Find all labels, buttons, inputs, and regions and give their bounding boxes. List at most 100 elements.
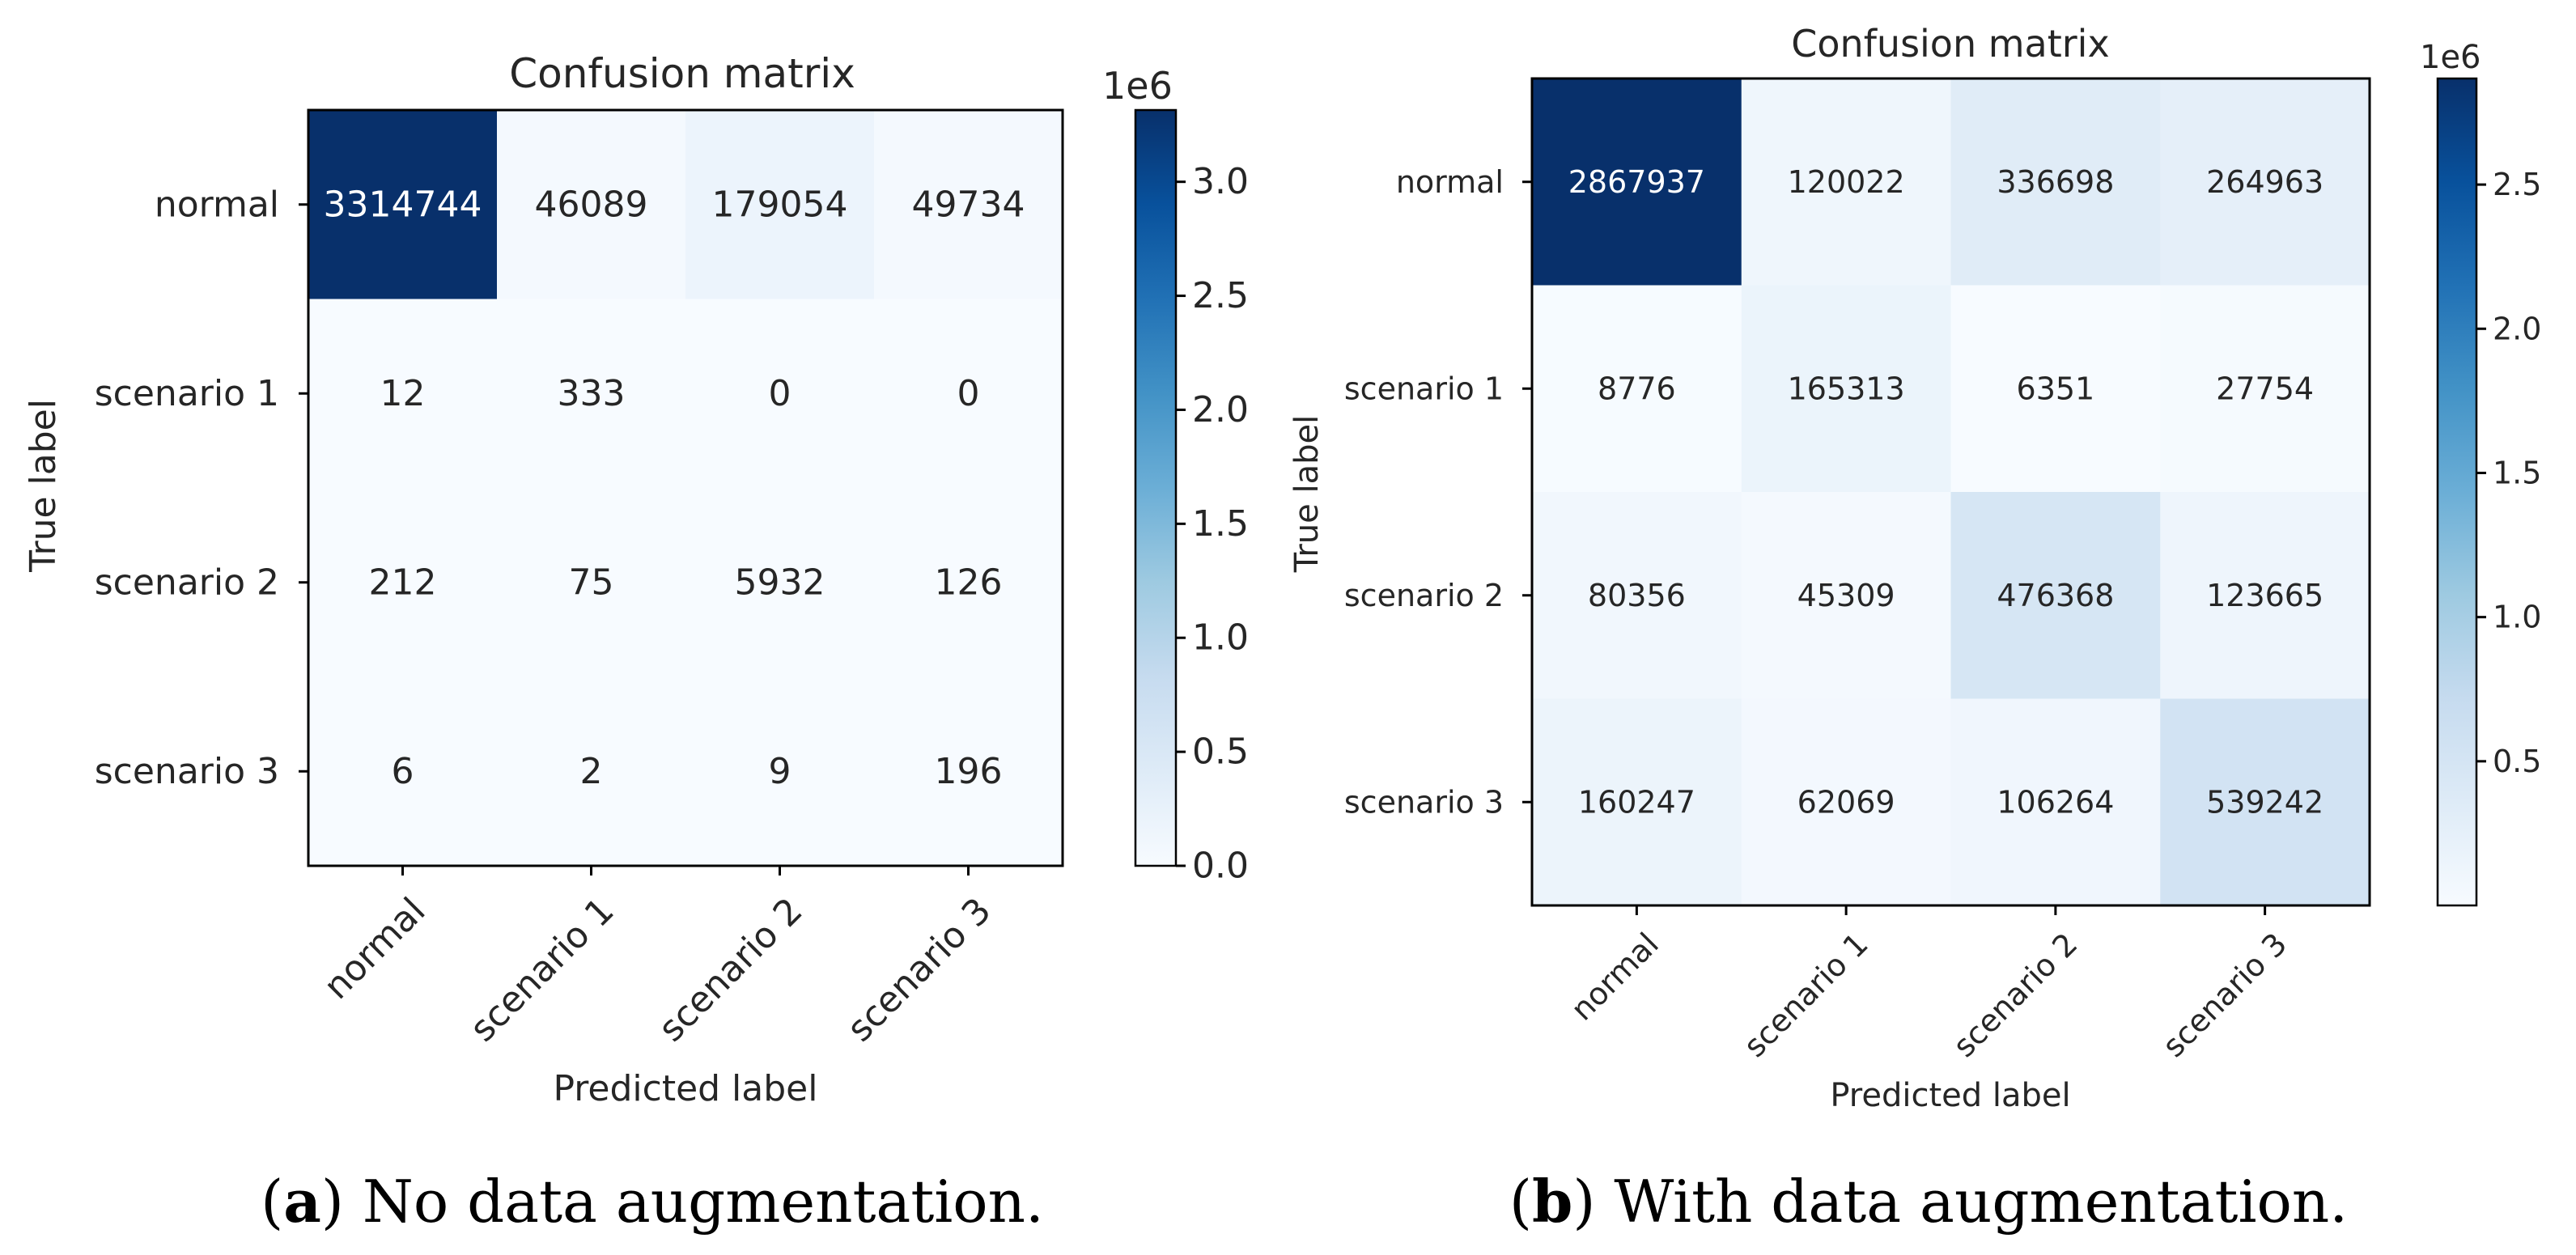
heatmap-cell (308, 676, 498, 867)
cell-value-label: 160247 (1578, 784, 1695, 820)
x-tick-label: scenario 1 (1737, 926, 1875, 1064)
chart-title: Confusion matrix (509, 50, 855, 97)
cell-value-label: 75 (569, 562, 614, 603)
x-tick-label: normal (1564, 926, 1666, 1027)
heatmap-cell (685, 676, 875, 867)
y-axis-label: True label (1288, 415, 1326, 573)
heatmap-cell (2160, 285, 2370, 493)
heatmap-cell (308, 299, 498, 489)
x-tick-label: scenario 1 (462, 890, 622, 1049)
heatmap-cell (874, 299, 1063, 489)
cell-value-label: 179054 (712, 184, 848, 225)
cell-value-label: 27754 (2216, 371, 2314, 406)
heatmap-cell (1741, 285, 1952, 493)
cell-value-label: 0 (957, 373, 980, 414)
heatmap-cell (1532, 492, 1742, 700)
confusion-matrix-panel-b: Confusion matrix 2867937 120022 336698 2649… (1288, 22, 2541, 1236)
cell-value-label: 539242 (2206, 784, 2323, 820)
heatmap-cell (874, 110, 1063, 300)
heatmap-cell (497, 676, 686, 867)
cell-value-label: 6 (392, 751, 414, 792)
y-axis-label: True label (23, 399, 64, 573)
cell-value-label: 46089 (535, 184, 648, 225)
x-tick-label: normal (316, 890, 433, 1007)
heatmap-cell (685, 299, 875, 489)
heatmap-cell (1741, 492, 1952, 700)
heatmap-cell (1950, 698, 2161, 906)
cell-value-label: 49734 (912, 184, 1025, 225)
cell-value-label: 333 (558, 373, 626, 414)
heatmap-cell (874, 488, 1063, 678)
cell-value-label: 9 (769, 751, 791, 792)
x-tick-label: scenario 3 (2156, 926, 2294, 1064)
colorbar: 0.0 0.5 1.0 1.5 2.0 2.5 3.0 1e6 (1102, 64, 1249, 887)
colorbar-tick-label: 3.0 (1192, 161, 1249, 202)
cell-value-label: 0 (769, 373, 791, 414)
heatmap-cell (874, 676, 1063, 867)
cell-value-label: 126 (935, 562, 1003, 603)
caption: (b) With data augmentation. (1509, 1167, 2348, 1236)
cell-value-label: 6351 (2017, 371, 2095, 406)
heatmap-cell (308, 110, 498, 300)
cell-value-label: 336698 (1997, 164, 2114, 200)
cell-value-label: 12 (380, 373, 426, 414)
caption-letter: b (1532, 1167, 1572, 1236)
heatmap-cell (497, 488, 686, 678)
caption: (a) No data augmentation. (261, 1167, 1044, 1236)
cell-value-label: 196 (935, 751, 1003, 792)
y-tick-label: normal (1396, 164, 1504, 200)
heatmap-grid: 2867937 120022 336698 264963 8776 165313 6351 2… (1532, 78, 2370, 906)
cell-value-label: 5932 (735, 562, 825, 603)
caption-text: No data augmentation. (363, 1168, 1044, 1236)
heatmap-cell (1741, 78, 1952, 286)
y-tick-label: scenario 1 (95, 373, 279, 414)
heatmap-cell (685, 110, 875, 300)
cell-value-label: 62069 (1797, 784, 1895, 820)
heatmap-cell (2160, 698, 2370, 906)
colorbar-tick-label: 2.0 (1192, 389, 1249, 430)
cell-value-label: 2867937 (1568, 164, 1705, 200)
x-axis-label: Predicted label (554, 1068, 818, 1109)
cell-value-label: 2 (580, 751, 603, 792)
heatmap-cell (685, 488, 875, 678)
plot-frame (1530, 77, 2371, 907)
x-axis-ticks: normal scenario 1 scenario 2 scenario 3 (1564, 905, 2294, 1064)
y-axis-ticks: normal scenario 1 scenario 2 scenario 3 (1344, 164, 1532, 820)
cell-value-label: 123665 (2206, 578, 2323, 613)
cell-value-label: 80356 (1588, 578, 1686, 613)
colorbar-multiplier: 1e6 (2420, 39, 2481, 76)
heatmap-cell (1532, 78, 1742, 286)
cell-value-label: 45309 (1797, 578, 1895, 613)
colorbar-tick-label: 1.0 (1192, 617, 1249, 659)
colorbar-tick-label: 2.5 (2493, 167, 2541, 202)
chart-title: Confusion matrix (1791, 22, 2109, 66)
colorbar-tick-label: 1.5 (2493, 455, 2541, 490)
cell-value-label: 212 (369, 562, 437, 603)
heatmap-grid: 3314744 46089 179054 49734 12 333 0 0 212 75 5932 1… (308, 110, 1063, 867)
cell-value-label: 264963 (2206, 164, 2323, 200)
colorbar-tick-label: 0.5 (2493, 744, 2541, 779)
y-tick-label: scenario 2 (1344, 578, 1504, 613)
colorbar-tick-label: 2.0 (2493, 311, 2541, 346)
x-tick-label: scenario 3 (839, 890, 999, 1049)
x-axis-ticks: normal scenario 1 scenario 2 scenario 3 (316, 866, 999, 1049)
colorbar-gradient (1134, 108, 1178, 867)
heatmap-cell (497, 110, 686, 300)
colorbar-tick-label: 1.5 (1192, 503, 1249, 545)
cell-value-label: 106264 (1997, 784, 2114, 820)
heatmap-cell (308, 488, 498, 678)
plot-frame (307, 108, 1064, 867)
heatmap-cell (1950, 492, 2161, 700)
confusion-matrix-panel-a: Confusion matrix 3314744 46089 179054 49734… (23, 50, 1249, 1236)
colorbar-tick-label: 0.0 (1192, 846, 1249, 887)
heatmap-cell (1532, 285, 1742, 493)
x-axis-label: Predicted label (1830, 1077, 2070, 1114)
x-tick-label: scenario 2 (651, 890, 810, 1049)
cell-value-label: 120022 (1788, 164, 1905, 200)
cell-value-label: 476368 (1997, 578, 2114, 613)
heatmap-cell (1950, 78, 2161, 286)
y-tick-label: normal (155, 184, 279, 225)
colorbar: 0.5 1.0 1.5 2.0 2.5 1e6 (2420, 39, 2541, 907)
colorbar-tick-label: 2.5 (1192, 275, 1249, 316)
